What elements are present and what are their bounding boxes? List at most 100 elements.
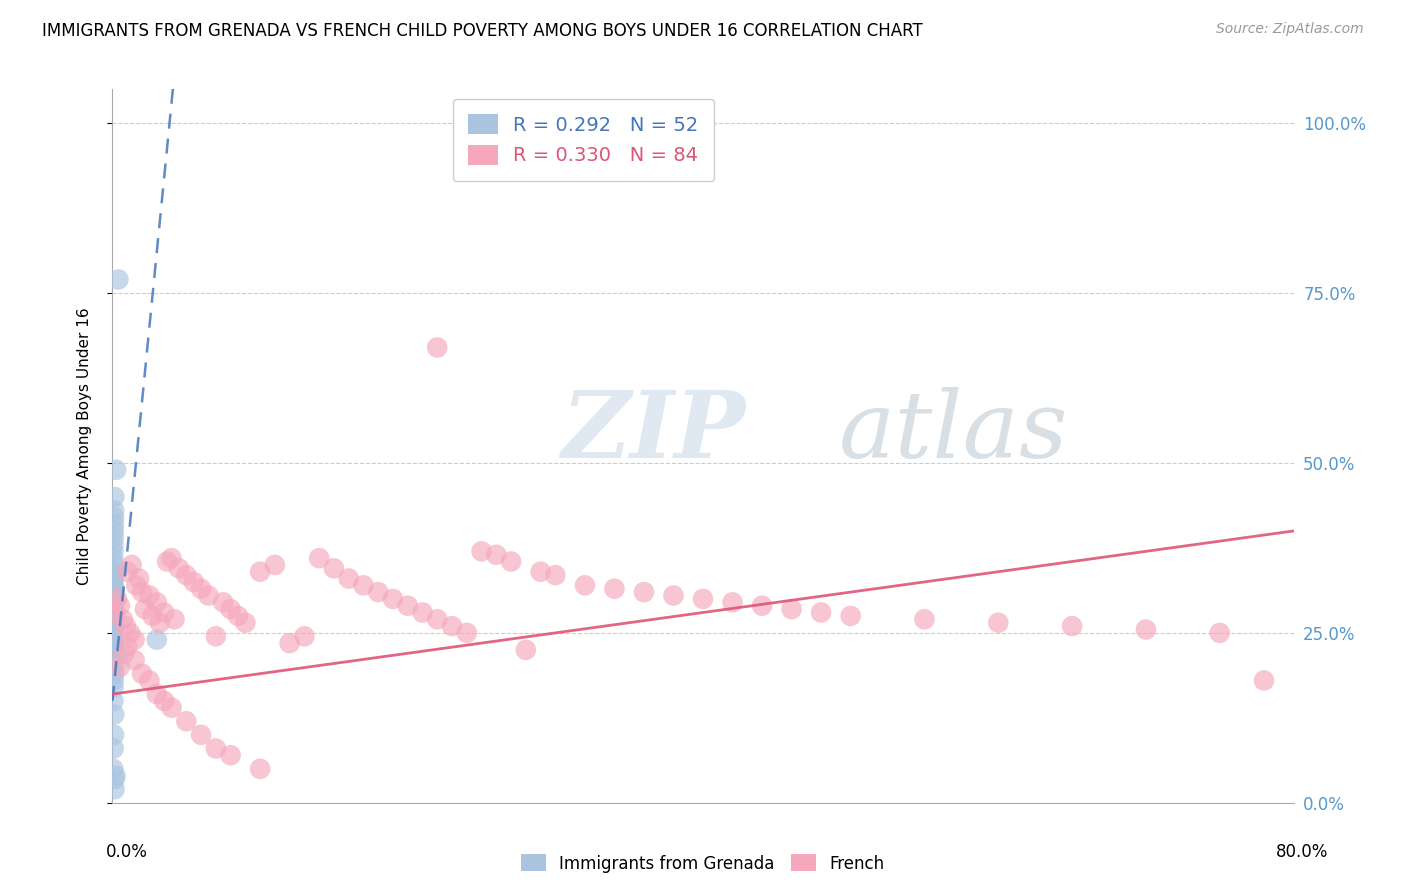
Point xyxy=(103,589,125,603)
Point xyxy=(662,589,685,603)
Point xyxy=(456,626,478,640)
Point xyxy=(219,748,242,763)
Point xyxy=(125,578,148,592)
Point xyxy=(107,272,129,286)
Point xyxy=(1208,626,1232,640)
Point xyxy=(174,714,197,729)
Point xyxy=(810,606,832,620)
Point xyxy=(529,565,551,579)
Point xyxy=(367,585,389,599)
Point xyxy=(104,769,127,783)
Point xyxy=(603,582,626,596)
Point xyxy=(103,660,125,674)
Point xyxy=(249,565,271,579)
Point xyxy=(103,602,125,616)
Point xyxy=(138,589,160,603)
Point xyxy=(163,612,186,626)
Point xyxy=(111,612,134,626)
Point xyxy=(103,585,125,599)
Point xyxy=(141,608,163,623)
Point xyxy=(103,503,125,517)
Point xyxy=(352,578,374,592)
Point xyxy=(226,608,249,623)
Point xyxy=(156,555,179,569)
Point xyxy=(146,632,169,647)
Point xyxy=(117,565,138,579)
Point xyxy=(544,568,567,582)
Point xyxy=(103,782,125,797)
Point xyxy=(103,544,125,558)
Point xyxy=(103,741,125,756)
Point xyxy=(914,612,936,626)
Point xyxy=(153,606,176,620)
Point xyxy=(128,572,150,586)
Point xyxy=(308,551,330,566)
Point xyxy=(131,585,153,599)
Point xyxy=(412,606,434,620)
Text: ZIP: ZIP xyxy=(561,387,745,476)
Point xyxy=(1253,673,1275,688)
Point xyxy=(101,629,124,643)
Point xyxy=(103,653,125,667)
Point xyxy=(103,582,125,596)
Point xyxy=(112,646,135,660)
Point xyxy=(633,585,655,599)
Point xyxy=(117,640,138,654)
Point xyxy=(249,762,271,776)
Point xyxy=(160,700,183,714)
Point xyxy=(103,615,125,630)
Point xyxy=(103,619,125,633)
Point xyxy=(987,615,1010,630)
Point xyxy=(120,626,142,640)
Point xyxy=(264,558,287,572)
Point xyxy=(197,589,219,603)
Point xyxy=(121,558,143,572)
Point xyxy=(278,636,301,650)
Point xyxy=(103,606,125,620)
Point xyxy=(103,608,125,623)
Point xyxy=(219,602,242,616)
Text: Source: ZipAtlas.com: Source: ZipAtlas.com xyxy=(1216,22,1364,37)
Point xyxy=(103,558,125,572)
Text: IMMIGRANTS FROM GRENADA VS FRENCH CHILD POVERTY AMONG BOYS UNDER 16 CORRELATION : IMMIGRANTS FROM GRENADA VS FRENCH CHILD … xyxy=(42,22,922,40)
Point xyxy=(103,636,125,650)
Point xyxy=(134,602,156,616)
Point xyxy=(103,673,125,688)
Point xyxy=(470,544,494,558)
Point xyxy=(190,728,212,742)
Text: atlas: atlas xyxy=(839,387,1069,476)
Point xyxy=(105,463,128,477)
Point xyxy=(103,640,125,654)
Point xyxy=(138,673,160,688)
Point xyxy=(441,619,464,633)
Point xyxy=(103,643,125,657)
Point xyxy=(103,626,125,640)
Point xyxy=(337,572,360,586)
Point xyxy=(1135,623,1157,637)
Point xyxy=(103,646,125,660)
Point xyxy=(103,517,125,532)
Point xyxy=(124,632,146,647)
Point xyxy=(103,680,125,694)
Point xyxy=(780,602,803,616)
Point xyxy=(103,612,125,626)
Point xyxy=(103,551,125,566)
Point xyxy=(426,612,449,626)
Point xyxy=(103,531,125,545)
Point xyxy=(205,629,228,643)
Point xyxy=(103,632,125,647)
Point xyxy=(103,568,125,582)
Point xyxy=(104,772,127,786)
Point xyxy=(146,687,169,701)
Point xyxy=(108,660,131,674)
Point xyxy=(233,615,256,630)
Point xyxy=(105,646,128,660)
Text: 0.0%: 0.0% xyxy=(105,843,148,861)
Point xyxy=(167,561,190,575)
Point xyxy=(103,574,125,589)
Point xyxy=(190,582,212,596)
Point xyxy=(501,555,523,569)
Point xyxy=(396,599,419,613)
Point xyxy=(692,591,714,606)
Point xyxy=(153,694,176,708)
